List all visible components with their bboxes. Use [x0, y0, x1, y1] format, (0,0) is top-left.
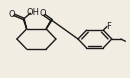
Text: O: O — [9, 10, 15, 19]
Text: OH: OH — [27, 9, 40, 17]
Text: F: F — [106, 22, 110, 31]
Text: O: O — [39, 9, 46, 18]
Polygon shape — [46, 20, 52, 29]
Polygon shape — [23, 19, 27, 29]
